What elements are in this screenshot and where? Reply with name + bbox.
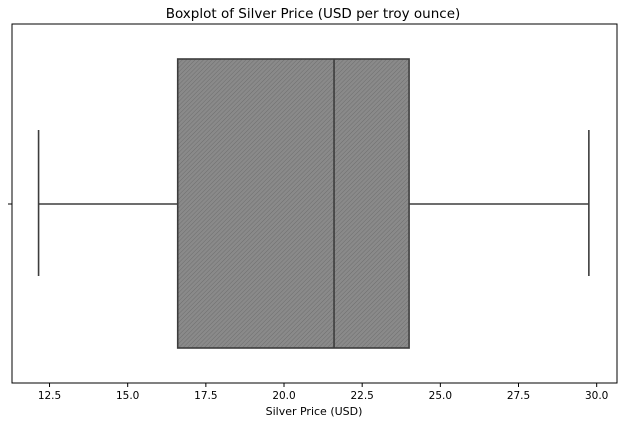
- x-axis-label: Silver Price (USD): [266, 405, 363, 418]
- x-tick-label: 27.5: [507, 390, 530, 402]
- chart-title: Boxplot of Silver Price (USD per troy ou…: [166, 6, 461, 22]
- x-axis-ticks: 12.5 15.0 17.5 20.0 22.5 25.0 27.5 30.0: [38, 383, 608, 402]
- x-tick-label: 20.0: [272, 390, 295, 402]
- x-tick-label: 15.0: [116, 390, 139, 402]
- x-tick-label: 12.5: [38, 390, 61, 402]
- x-tick-label: 25.0: [429, 390, 452, 402]
- iqr-box: [176, 58, 410, 349]
- box-group: [37, 58, 590, 349]
- x-tick-label: 17.5: [194, 390, 217, 402]
- x-tick-label: 22.5: [350, 390, 373, 402]
- x-tick-label: 30.0: [585, 390, 608, 402]
